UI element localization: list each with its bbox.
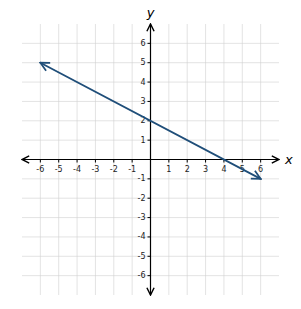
x-tick (58, 160, 59, 163)
grid-line (77, 24, 78, 295)
plot-area (40, 63, 260, 179)
y-tick-label: 3 (140, 97, 145, 106)
grid-line (95, 24, 96, 295)
y-tick (148, 256, 151, 257)
y-axis-line (150, 24, 151, 295)
y-tick-label: -3 (138, 213, 146, 222)
y-tick (148, 82, 151, 83)
y-tick (148, 43, 151, 44)
y-tick (148, 140, 151, 141)
x-tick (77, 160, 78, 163)
x-tick (242, 160, 243, 163)
x-tick-label: -3 (91, 165, 99, 174)
x-tick (40, 160, 41, 163)
x-tick (113, 160, 114, 163)
data-line (40, 63, 260, 179)
y-axis-label: y (146, 5, 155, 20)
y-tick-label: -6 (138, 271, 146, 280)
x-tick-label: 4 (221, 165, 226, 174)
grid-line (22, 198, 279, 199)
y-tick (148, 178, 151, 179)
x-axis-label: x (284, 152, 293, 167)
y-tick (148, 217, 151, 218)
grid-line (22, 178, 279, 179)
y-tick-label: 5 (140, 58, 145, 67)
x-tick (187, 160, 188, 163)
x-tick (168, 160, 169, 163)
x-tick-label: -2 (110, 165, 118, 174)
grid (22, 24, 279, 295)
x-tick (205, 160, 206, 163)
grid-line (242, 24, 243, 295)
x-tick-label: 3 (203, 165, 208, 174)
grid-line (187, 24, 188, 295)
grid-line (22, 217, 279, 218)
grid-line (22, 82, 279, 83)
grid-line (22, 256, 279, 257)
grid-line (132, 24, 133, 295)
grid-line (22, 140, 279, 141)
x-tick (260, 160, 261, 163)
x-tick (132, 160, 133, 163)
grid-line (22, 236, 279, 237)
x-tick-label: -5 (55, 165, 63, 174)
y-tick (148, 275, 151, 276)
grid-line (22, 62, 279, 63)
chart: -6-5-4-3-2-1123456-6-5-4-3-2-1123456xy (0, 0, 301, 309)
grid-line (260, 24, 261, 295)
y-tick-label: 6 (140, 39, 145, 48)
grid-line (22, 275, 279, 276)
x-tick-label: -6 (36, 165, 44, 174)
grid-line (40, 24, 41, 295)
y-tick (148, 62, 151, 63)
y-tick-label: -1 (138, 174, 146, 183)
x-tick-label: 2 (185, 165, 190, 174)
y-tick (148, 198, 151, 199)
x-tick-label: 6 (258, 165, 263, 174)
x-tick (95, 160, 96, 163)
x-tick-label: -1 (128, 165, 136, 174)
y-tick-label: 1 (140, 136, 145, 145)
y-tick (148, 236, 151, 237)
x-tick-label: -4 (73, 165, 81, 174)
x-tick-label: 1 (166, 165, 171, 174)
grid-line (205, 24, 206, 295)
y-tick-label: 4 (140, 78, 145, 87)
grid-line (22, 43, 279, 44)
y-tick (148, 101, 151, 102)
grid-line (58, 24, 59, 295)
y-tick-label: -4 (138, 232, 146, 241)
grid-line (168, 24, 169, 295)
y-tick-label: -2 (138, 194, 146, 203)
y-tick-label: -5 (138, 252, 146, 261)
grid-line (113, 24, 114, 295)
grid-line (22, 101, 279, 102)
axes: -6-5-4-3-2-1123456-6-5-4-3-2-1123456 (22, 24, 279, 295)
